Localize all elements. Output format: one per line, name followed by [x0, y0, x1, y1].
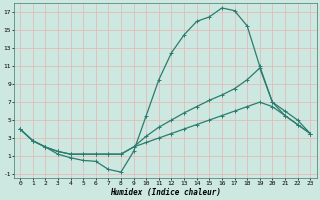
X-axis label: Humidex (Indice chaleur): Humidex (Indice chaleur): [110, 188, 220, 197]
